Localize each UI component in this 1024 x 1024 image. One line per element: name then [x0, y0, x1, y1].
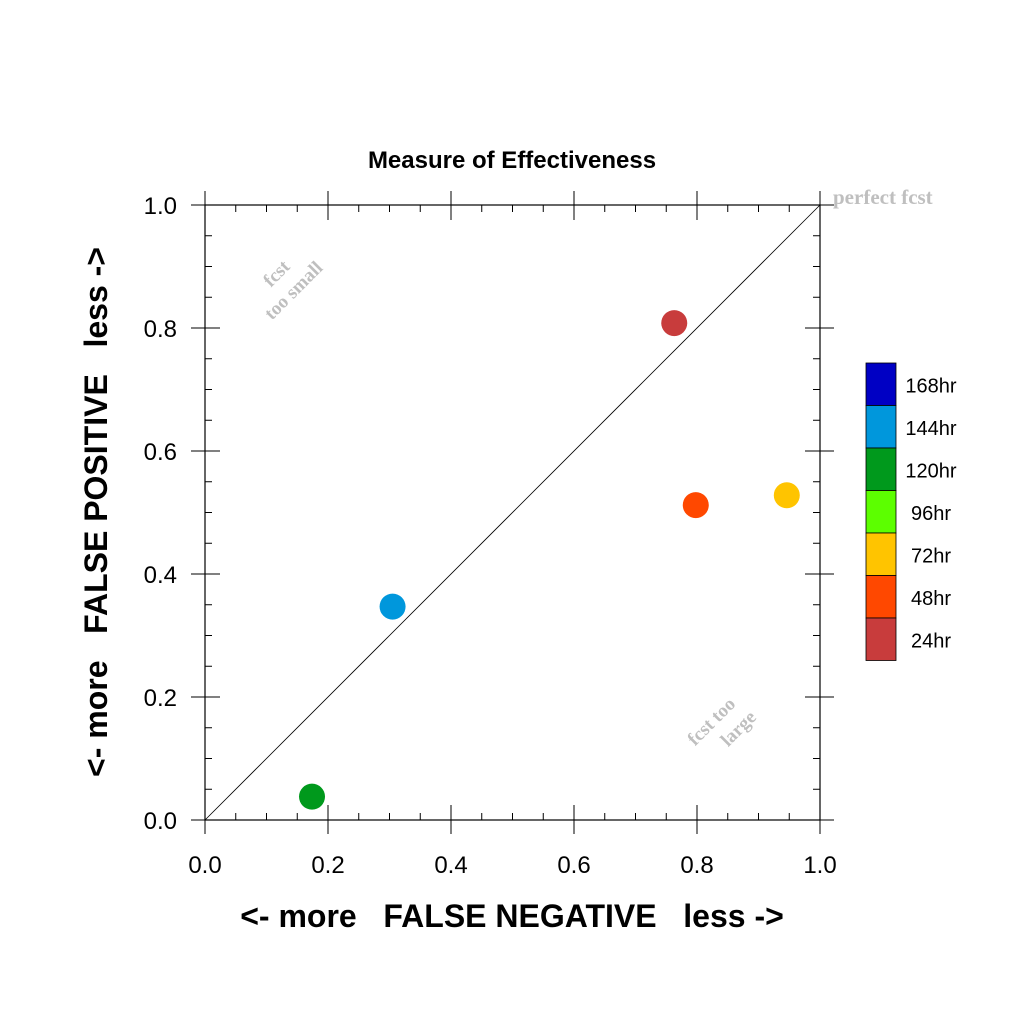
legend-label: 48hr — [911, 588, 951, 610]
data-point-24hr — [661, 310, 688, 337]
x-tick-label: 0.2 — [311, 852, 344, 879]
y-tick-label: 0.2 — [144, 685, 177, 712]
y-tick-label: 0.8 — [144, 316, 177, 343]
legend-swatch-168hr — [865, 362, 897, 406]
data-point-72hr — [773, 482, 800, 509]
fcst-too-large-annotation: fcst too large — [684, 694, 761, 751]
y-tick-labels: 0.0 0.2 0.4 0.6 0.8 1.0 — [144, 193, 177, 835]
legend-swatch-24hr — [865, 617, 897, 661]
y-tick-label: 0.0 — [144, 808, 177, 835]
x-axis-label: <- more FALSE NEGATIVE less -> — [240, 898, 784, 934]
legend: 168hr 144hr 120hr 96hr 72hr 48hr 24hr — [865, 362, 957, 661]
data-point-48hr — [682, 492, 709, 519]
perfect-fcst-annotation: perfect fcst — [833, 185, 933, 209]
chart-title: Measure of Effectiveness — [368, 147, 656, 174]
legend-swatch-144hr — [865, 405, 897, 449]
axis-ticks — [191, 191, 834, 834]
x-tick-label: 0.4 — [434, 852, 467, 879]
legend-label: 96hr — [911, 503, 951, 525]
y-tick-label: 0.6 — [144, 439, 177, 466]
legend-label: 144hr — [905, 418, 956, 440]
x-tick-label: 1.0 — [803, 852, 836, 879]
legend-swatch-72hr — [865, 532, 897, 576]
legend-swatch-120hr — [865, 447, 897, 491]
legend-label: 168hr — [905, 375, 956, 397]
legend-label: 24hr — [911, 630, 951, 652]
x-tick-label: 0.0 — [188, 852, 221, 879]
perfect-diagonal-line — [204, 204, 821, 821]
y-axis-label: <- more FALSE POSITIVE less -> — [78, 247, 114, 777]
legend-swatch-48hr — [865, 575, 897, 619]
x-tick-label: 0.6 — [557, 852, 590, 879]
x-tick-labels: 0.0 0.2 0.4 0.6 0.8 1.0 — [188, 852, 836, 879]
legend-swatch-96hr — [865, 490, 897, 534]
x-tick-label: 0.8 — [680, 852, 713, 879]
y-tick-label: 1.0 — [144, 193, 177, 220]
data-point-144hr — [379, 593, 406, 620]
y-tick-label: 0.4 — [144, 562, 177, 589]
data-point-120hr — [299, 783, 326, 810]
fcst-too-small-annotation: fcst too small — [259, 256, 327, 324]
legend-label: 72hr — [911, 545, 951, 567]
data-points — [299, 310, 800, 810]
legend-label: 120hr — [905, 460, 956, 482]
